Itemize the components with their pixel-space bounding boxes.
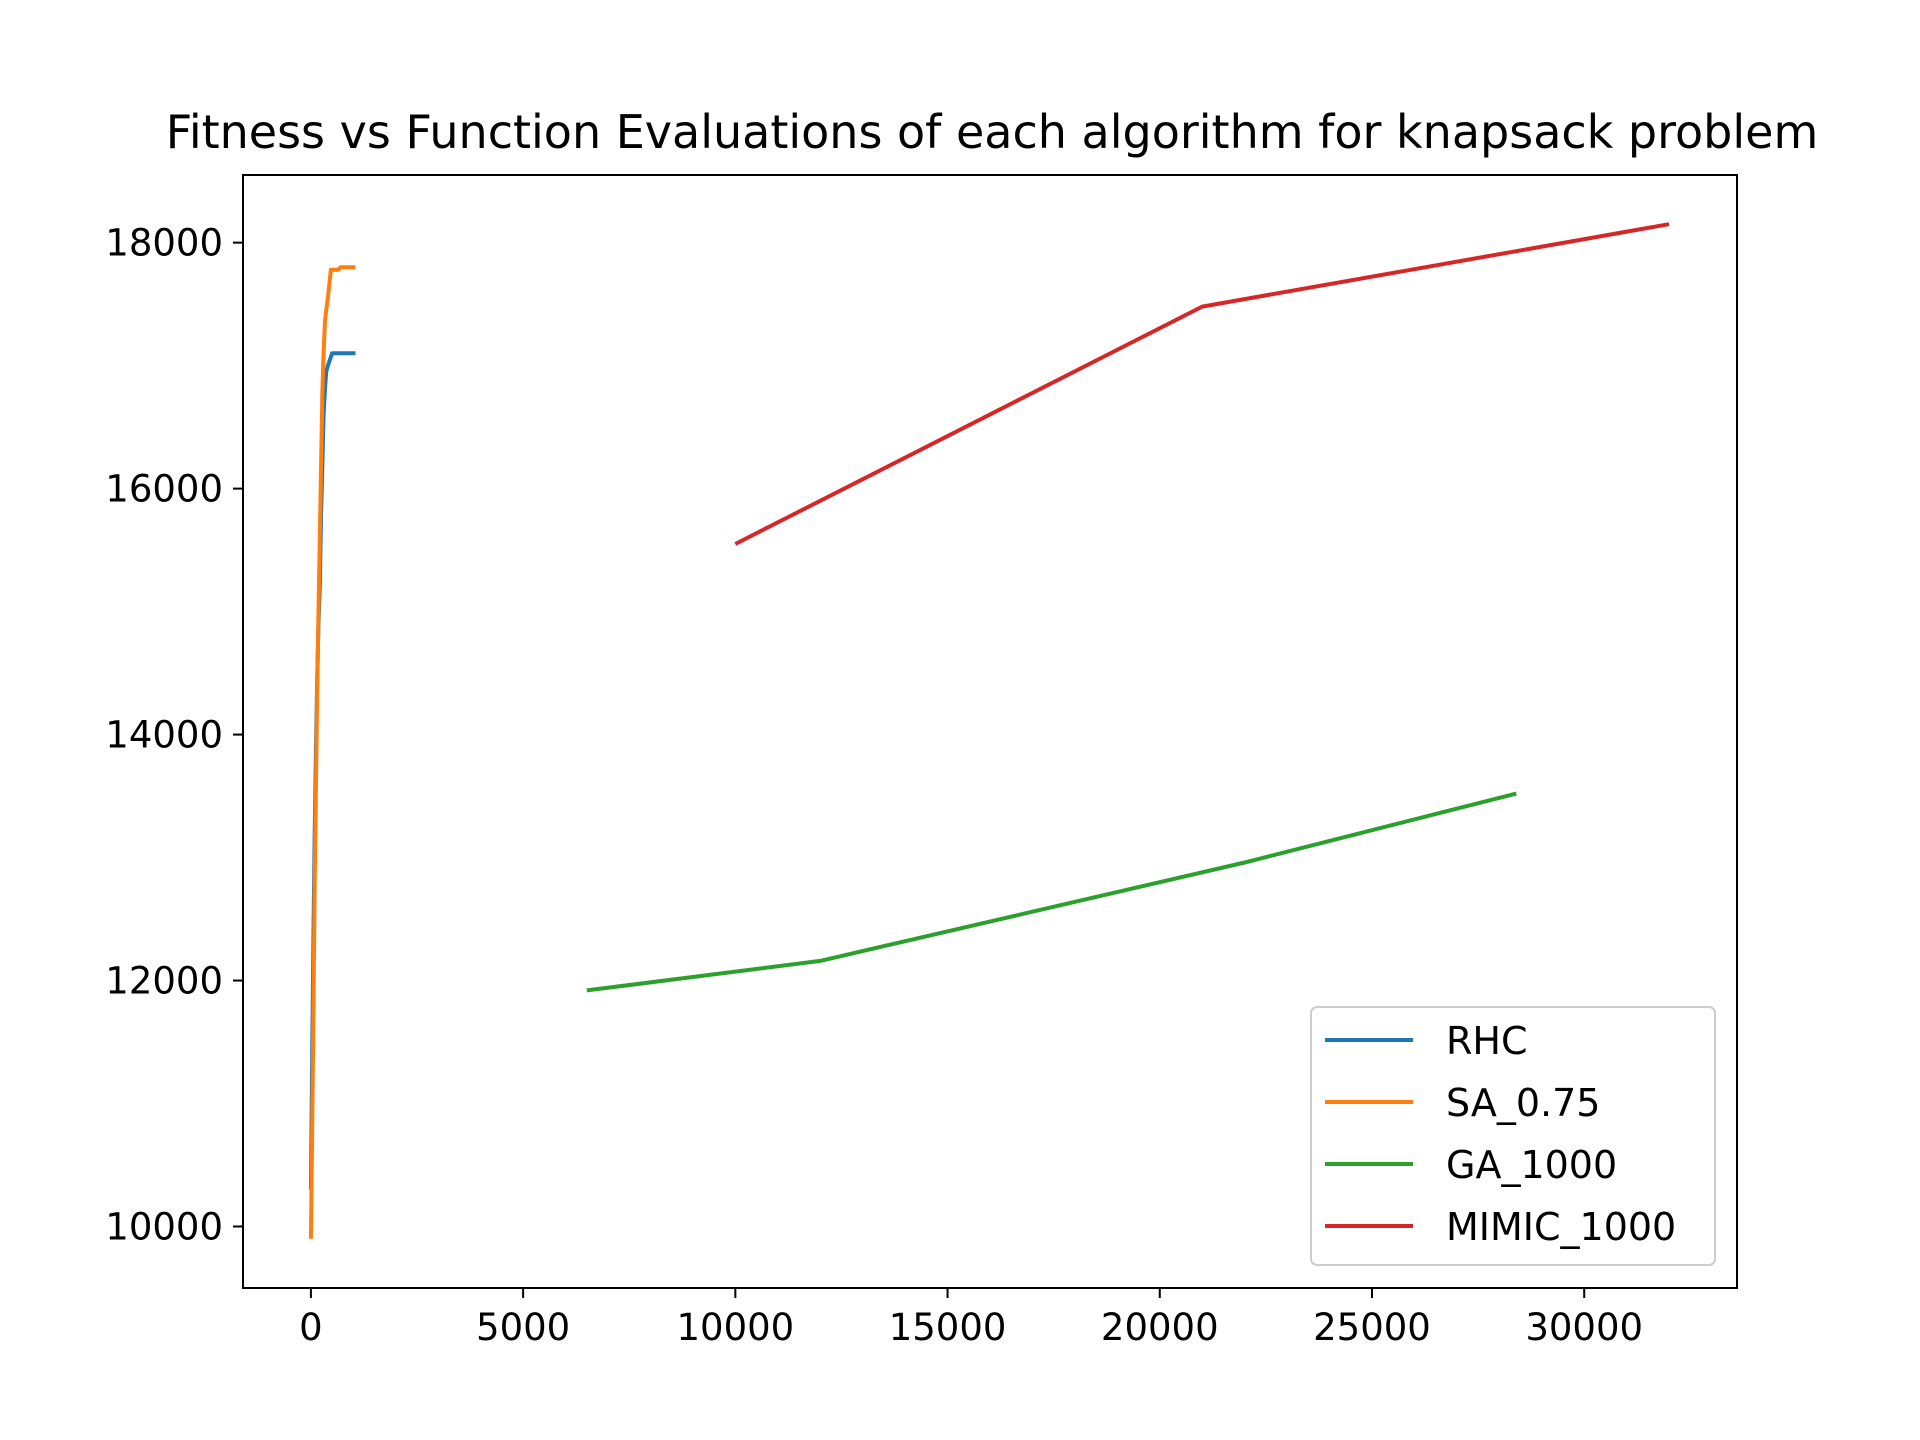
chart-title: Fitness vs Function Evaluations of each … bbox=[166, 105, 1819, 159]
series-line-mimic-1000 bbox=[734, 222, 1670, 546]
series-line-sa-0-75 bbox=[308, 265, 356, 1239]
legend-box bbox=[1310, 1006, 1716, 1266]
legend-label: SA_0.75 bbox=[1446, 1081, 1600, 1125]
y-tick-label: 18000 bbox=[105, 222, 223, 265]
legend: RHC SA_0.75 GA_1000 MIMIC_1000 bbox=[1310, 1006, 1716, 1266]
x-tick-label: 10000 bbox=[676, 1306, 794, 1349]
legend-label: RHC bbox=[1446, 1019, 1528, 1063]
legend-label: GA_1000 bbox=[1446, 1143, 1617, 1187]
legend-label: MIMIC_1000 bbox=[1446, 1205, 1676, 1249]
series-line-ga-1000 bbox=[586, 791, 1517, 993]
y-axis: 10000 12000 14000 16000 18000 bbox=[105, 222, 243, 1249]
y-tick-label: 12000 bbox=[105, 960, 223, 1003]
x-tick-label: 30000 bbox=[1525, 1306, 1643, 1349]
y-tick-label: 10000 bbox=[105, 1206, 223, 1249]
x-tick-label: 25000 bbox=[1313, 1306, 1431, 1349]
x-tick-label: 0 bbox=[299, 1306, 323, 1349]
x-tick-label: 15000 bbox=[889, 1306, 1007, 1349]
x-axis: 0 5000 10000 15000 20000 25000 30000 bbox=[299, 1288, 1643, 1349]
plot-area bbox=[242, 174, 1738, 1289]
axes-frame bbox=[242, 174, 1738, 1289]
series-layer bbox=[308, 222, 1670, 1239]
x-tick-label: 20000 bbox=[1101, 1306, 1219, 1349]
y-tick-label: 16000 bbox=[105, 468, 223, 511]
x-tick-label: 5000 bbox=[476, 1306, 570, 1349]
y-tick-label: 14000 bbox=[105, 714, 223, 757]
